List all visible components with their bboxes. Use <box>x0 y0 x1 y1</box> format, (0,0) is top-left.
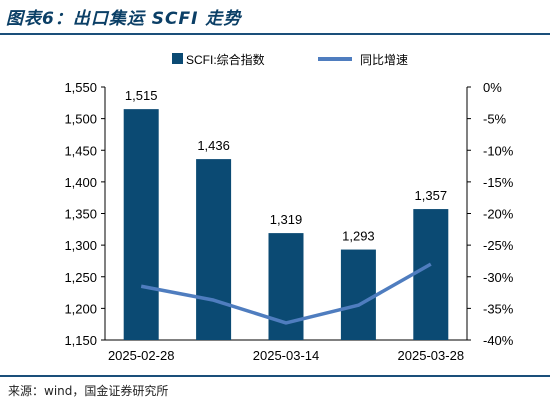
yoy-growth-line <box>140 262 432 325</box>
y-left-tick-label: 1,250 <box>64 270 97 285</box>
y-right-tick-label: -30% <box>483 270 514 285</box>
x-tick-labels: 2025-02-28 2025-03-14 2025-03-28 <box>108 348 464 363</box>
y-right-tick-label: -5% <box>483 112 507 127</box>
y-right-tick-label: -20% <box>483 207 514 222</box>
y-right-tick-labels: 0% -5% -10% -15% -20% -25% -30% -35% -40% <box>467 80 514 348</box>
x-tick-label: 2025-02-28 <box>108 348 175 363</box>
y-right-tick-label: 0% <box>483 80 502 95</box>
y-left-tick-label: 1,150 <box>64 333 97 348</box>
footer-divider <box>0 375 550 377</box>
bar-data-label: 1,357 <box>415 188 448 203</box>
bar-data-label: 1,293 <box>342 229 375 244</box>
x-tick-label: 2025-03-14 <box>253 348 320 363</box>
y-left-tick-label: 1,500 <box>64 112 97 127</box>
line-series <box>140 262 432 325</box>
y-right-tick-label: -15% <box>483 175 514 190</box>
y-left-tick-label: 1,450 <box>64 143 97 158</box>
y-left-tick-label: 1,550 <box>64 80 97 95</box>
bar-data-label: 1,436 <box>197 138 230 153</box>
source-note: 来源：wind，国金证券研究所 <box>8 384 169 398</box>
y-right-tick-label: -25% <box>483 238 514 253</box>
bar-labels: 1,515 1,436 1,319 1,293 1,357 <box>125 88 447 243</box>
legend: SCFI:综合指数 同比增速 <box>172 52 408 67</box>
y-left-tick-label: 1,300 <box>64 238 97 253</box>
y-left-tick-label: 1,400 <box>64 175 97 190</box>
y-left-tick-labels: 1,150 1,200 1,250 1,300 1,350 1,400 1,450 1,500… <box>64 80 105 348</box>
y-right-tick-label: -10% <box>483 143 514 158</box>
y-left-tick-label: 1,350 <box>64 207 97 222</box>
bar <box>123 109 159 340</box>
bars <box>123 109 449 340</box>
bar <box>196 159 232 340</box>
legend-swatch-bar <box>172 53 183 64</box>
y-right-tick-label: -35% <box>483 301 514 316</box>
bar-data-label: 1,319 <box>270 212 303 227</box>
bar <box>340 249 376 340</box>
legend-label-bar: SCFI:综合指数 <box>186 52 265 67</box>
title-divider <box>0 33 550 35</box>
legend-label-line: 同比增速 <box>360 53 408 67</box>
bar <box>413 209 449 340</box>
chart-title: 图表6：出口集运 SCFI 走势 <box>6 9 242 29</box>
scfi-chart: SCFI:综合指数 同比增速 1,515 1,436 1,319 1,293 1,357… <box>64 52 514 363</box>
y-right-tick-label: -40% <box>483 333 514 348</box>
bar-data-label: 1,515 <box>125 88 158 103</box>
y-left-tick-label: 1,200 <box>64 301 97 316</box>
x-tick-label: 2025-03-28 <box>398 348 465 363</box>
